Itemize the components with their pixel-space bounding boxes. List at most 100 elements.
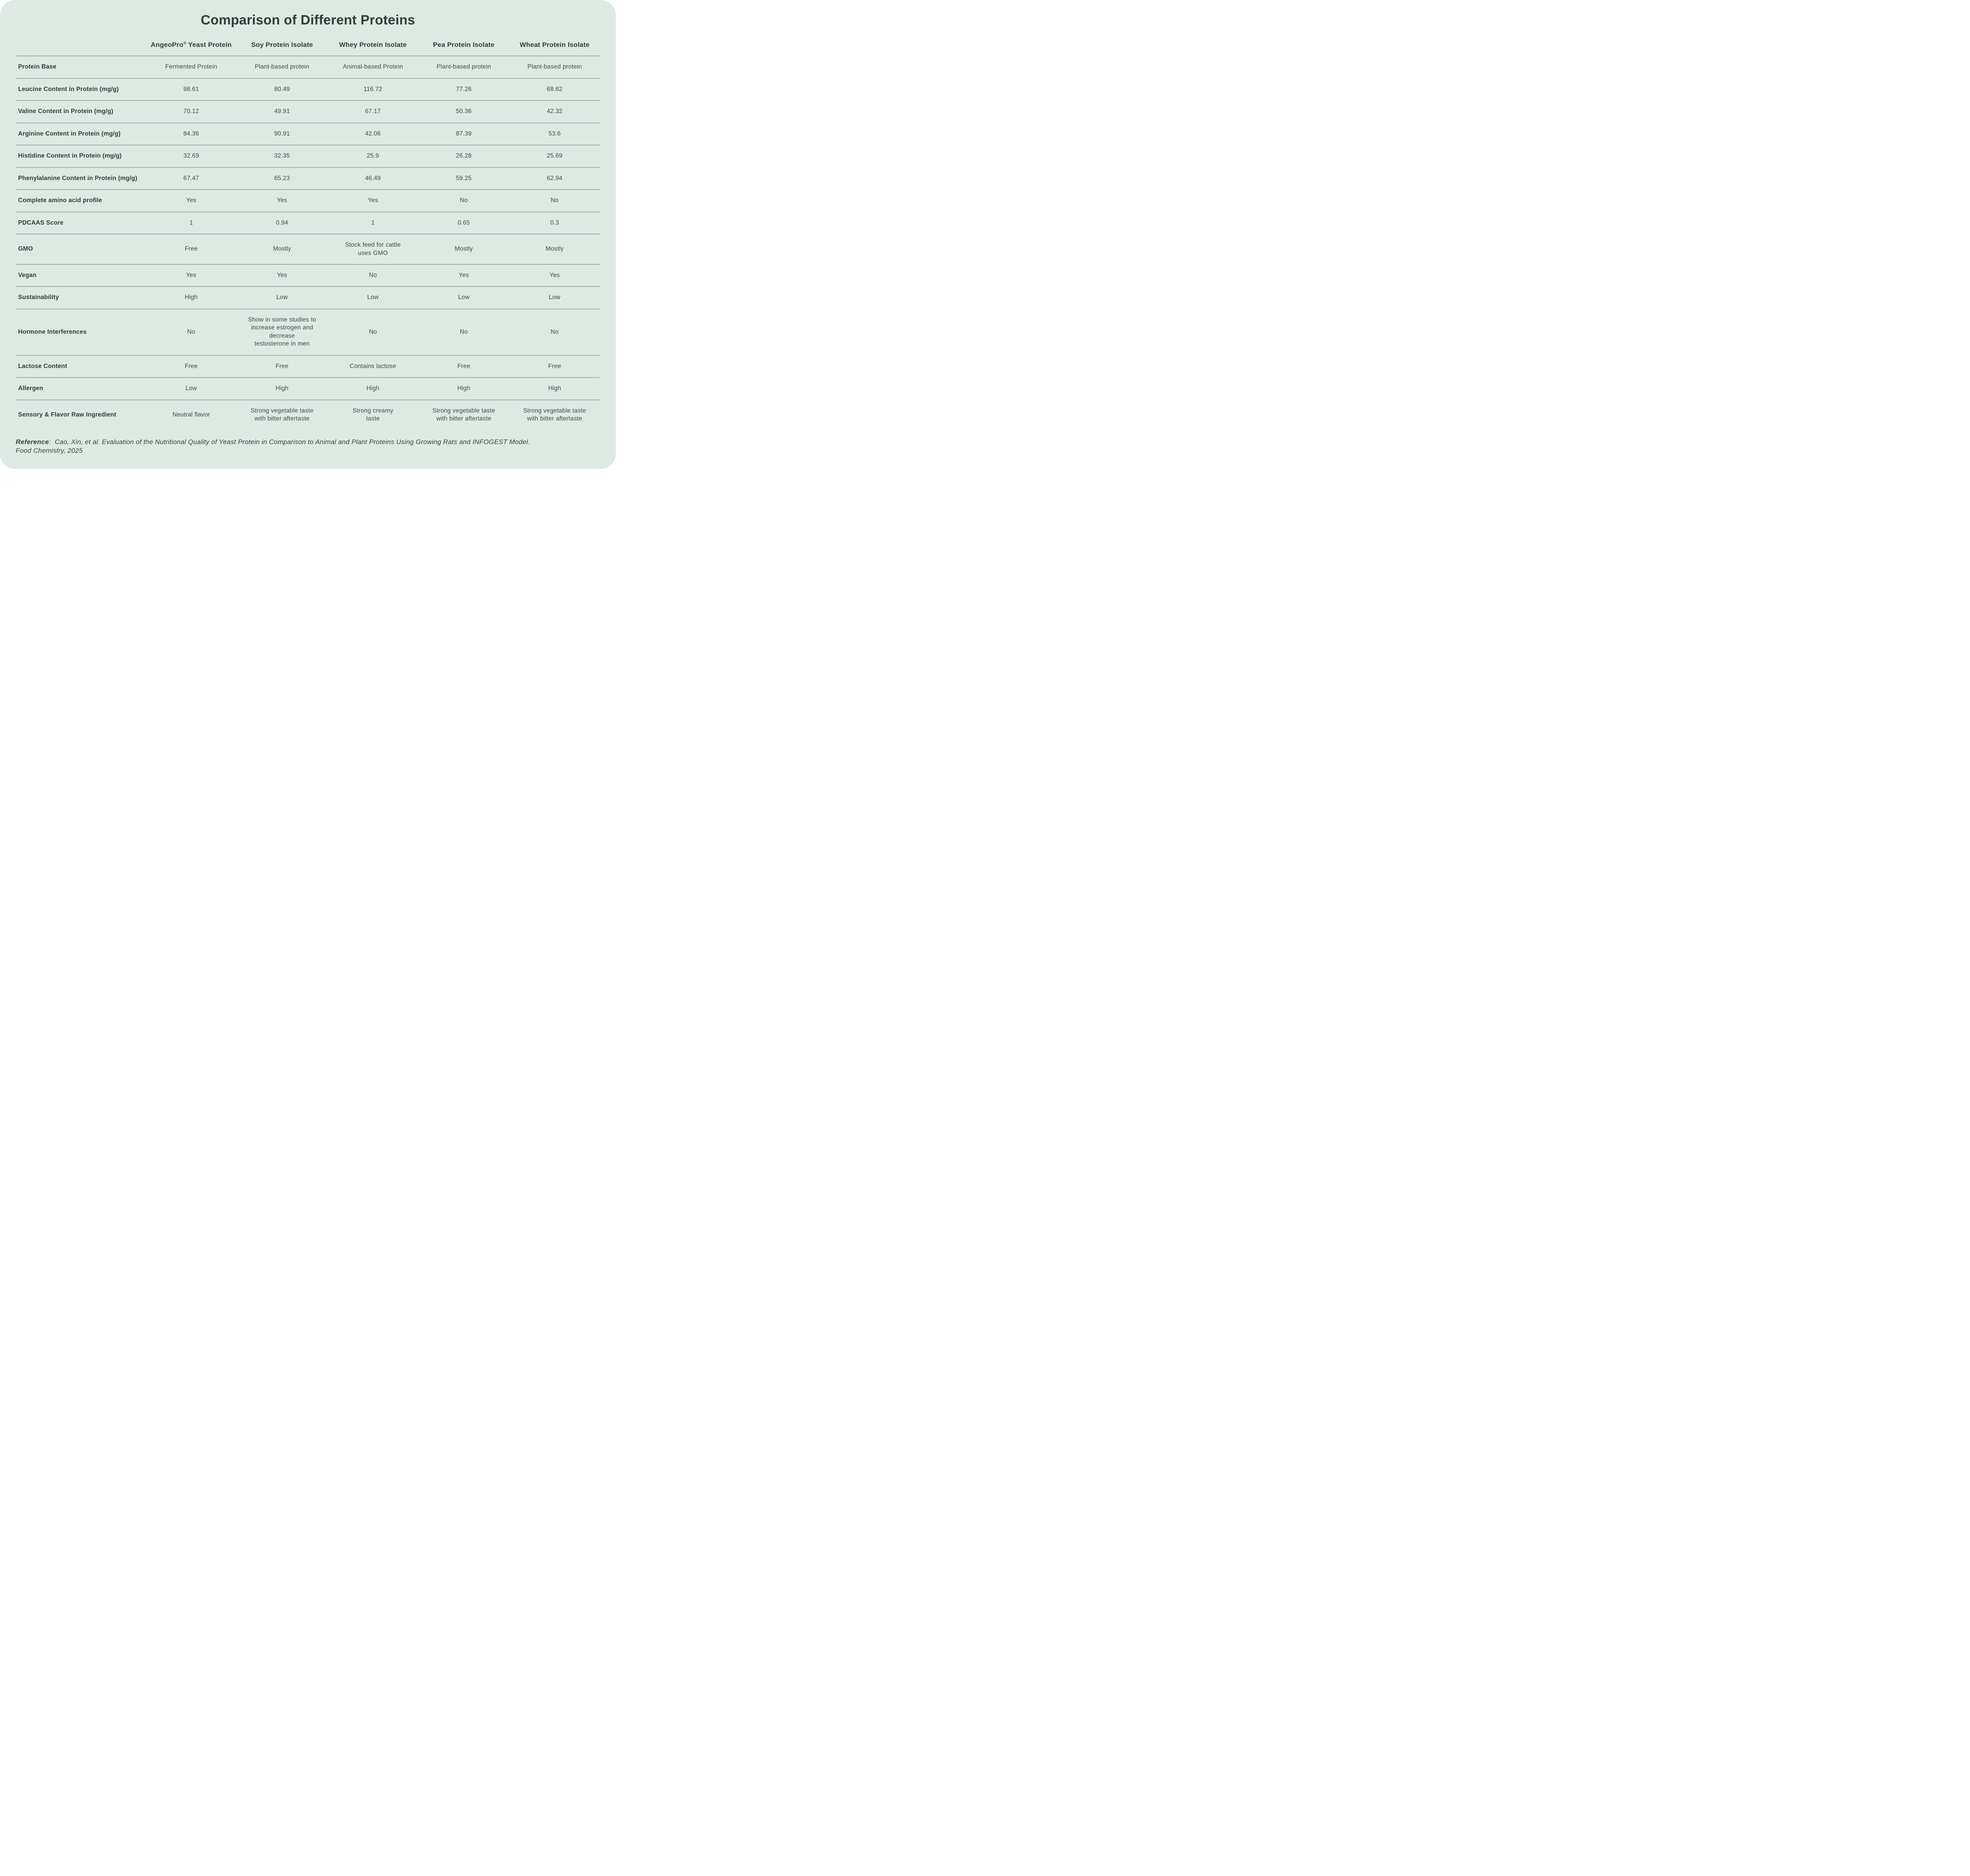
table-cell: Show in some studies to increase estroge… (248, 316, 316, 348)
table-cell: 70.12 (183, 108, 199, 115)
table-cell: Mostly (273, 245, 291, 253)
table-cell: Animal-based Protein (343, 63, 403, 71)
table-cell: No (369, 271, 377, 279)
table-row: Sensory & Flavor Raw Ingredient Neutral f… (16, 399, 600, 430)
table-cell: 59.25 (456, 175, 472, 182)
row-label: Protein Base (18, 63, 57, 71)
table-row: Allergen Low High High High High (16, 377, 600, 399)
table-cell: No (369, 328, 377, 335)
table-cell: 87.39 (456, 130, 472, 137)
table-cell: 0.94 (276, 219, 288, 226)
row-label: Sustainability (18, 294, 59, 301)
reference-text: Cao, Xin, et al. Evaluation of the Nutri… (16, 438, 530, 455)
table-row: Complete amino acid profile Yes Yes Yes No No (16, 189, 600, 211)
table-cell: No (187, 328, 195, 335)
table-cell: High (366, 385, 379, 392)
table-cell: Free (548, 363, 561, 370)
table-cell: Contains lactose (349, 363, 396, 370)
table-cell: Strong vegetable taste with bitter after… (432, 407, 495, 422)
table-cell: Low (367, 294, 379, 301)
table-cell: 62.94 (546, 175, 563, 182)
table-cell: Strong vegetable taste with bitter after… (251, 407, 314, 422)
table-row: Sustainability High Low Low Low Low (16, 286, 600, 308)
row-label: Complete amino acid profile (18, 197, 102, 204)
table-cell: 49.91 (274, 108, 290, 115)
table-cell: 0.65 (457, 219, 470, 226)
table-cell: 68.62 (546, 86, 563, 93)
table-cell: Plant-based protein (436, 63, 491, 71)
row-label: Hormone Interferences (18, 328, 87, 335)
table-cell: Free (184, 363, 198, 370)
table-cell: Stock feed for cattle uses GMO (345, 242, 401, 257)
table-row: Valine Content in Protein (mg/g) 70.12 49.… (16, 100, 600, 122)
row-label: PDCAAS Score (18, 219, 64, 226)
table-row: GMO Free Mostly Stock feed for cattle uses … (16, 234, 600, 264)
table-cell: Strong vegetable taste with bitter after… (523, 407, 586, 422)
reference-separator: : (49, 438, 51, 446)
table-cell: Yes (277, 197, 287, 204)
table-cell: No (459, 328, 468, 335)
table-row: Lactose Content Free Free Contains lactose F… (16, 355, 600, 377)
table-cell: 0.3 (550, 219, 559, 226)
table-cell: 25.69 (546, 152, 563, 160)
table-cell: Free (184, 245, 198, 253)
table-cell: Mostly (545, 245, 564, 253)
table-row: PDCAAS Score 1 0.94 1 0.65 0.3 (16, 211, 600, 234)
table-cell: No (550, 328, 559, 335)
table-cell: Fermented Protein (165, 63, 217, 71)
column-header: Whey Protein Isolate (339, 41, 407, 48)
row-label: GMO (18, 245, 33, 253)
page-title: Comparison of Different Proteins (201, 13, 415, 28)
column-header: Soy Protein Isolate (251, 41, 313, 48)
table-cell: Yes (459, 271, 469, 279)
corner-cell (16, 42, 146, 51)
table-row: Vegan Yes Yes No Yes Yes (16, 264, 600, 286)
table-row: Protein Base Fermented Protein Plant-based… (16, 56, 600, 78)
table-cell: Free (457, 363, 470, 370)
row-label: Arginine Content in Protein (mg/g) (18, 130, 121, 137)
table-cell: 50.36 (456, 108, 472, 115)
table-row: Hormone Interferences No Show in some stud… (16, 308, 600, 355)
column-header: Wheat Protein Isolate (520, 41, 590, 48)
row-label: Sensory & Flavor Raw Ingredient (18, 411, 117, 418)
table-cell: Yes (186, 271, 197, 279)
table-cell: 90.91 (274, 130, 290, 137)
table-cell: 32.35 (274, 152, 290, 160)
table-cell: 67.47 (183, 175, 199, 182)
table-row: Histidine Content in Protein (mg/g) 32.69… (16, 145, 600, 167)
table-cell: 46.49 (365, 175, 381, 182)
table-cell: No (550, 197, 559, 204)
table-cell: 84.36 (183, 130, 199, 137)
table-cell: 42.06 (365, 130, 381, 137)
table-row: Arginine Content in Protein (mg/g) 84.36 9… (16, 122, 600, 145)
table-cell: Low (276, 294, 288, 301)
table-cell: 26.28 (456, 152, 472, 160)
table-cell: Low (549, 294, 561, 301)
table-row: Phenylalanine Content in Protein (mg/g) 6… (16, 167, 600, 189)
table-cell: High (275, 385, 289, 392)
table-cell: Yes (186, 197, 197, 204)
table-header-row: AngeoPro® Yeast Protein Soy Protein Isola… (16, 37, 600, 56)
row-label: Leucine Content in Protein (mg/g) (18, 86, 119, 93)
table-cell: 98.61 (183, 86, 199, 93)
table-cell: 80.49 (274, 86, 290, 93)
table-cell: 116.72 (363, 86, 383, 93)
table-cell: High (457, 385, 470, 392)
table-cell: 67.17 (365, 108, 381, 115)
table-cell: 77.26 (456, 86, 472, 93)
table-cell: High (548, 385, 561, 392)
table-cell: No (459, 197, 468, 204)
table-cell: Low (458, 294, 470, 301)
comparison-table: AngeoPro® Yeast Protein Soy Protein Isola… (16, 37, 600, 430)
table-cell: 42.32 (546, 108, 563, 115)
table-cell: Low (185, 385, 197, 392)
row-label: Lactose Content (18, 363, 67, 370)
table-cell: 1 (371, 219, 375, 226)
row-label: Vegan (18, 271, 37, 279)
table-cell: Mostly (455, 245, 473, 253)
protein-comparison-card: Comparison of Different Proteins AngeoPr… (0, 0, 616, 469)
column-header: AngeoPro® Yeast Protein (151, 41, 232, 48)
row-label: Histidine Content in Protein (mg/g) (18, 152, 122, 160)
table-row: Leucine Content in Protein (mg/g) 98.61 80… (16, 78, 600, 100)
table-cell: Yes (277, 271, 287, 279)
